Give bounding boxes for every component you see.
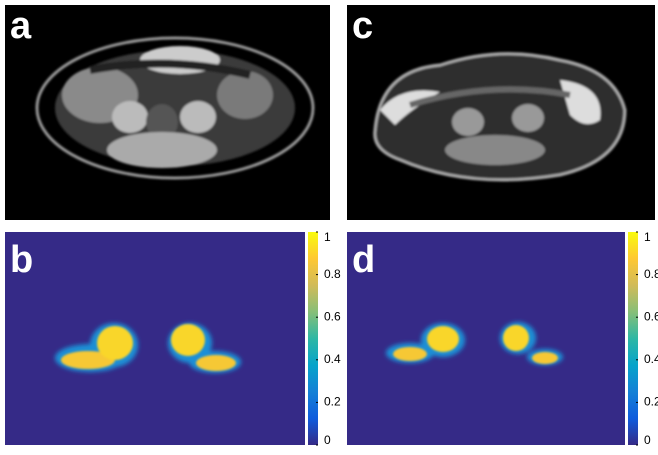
panel-label: a [10, 5, 32, 47]
colorbar-tick-label: 0.2 [644, 395, 658, 409]
colorbar-tick-label: 0.8 [644, 267, 658, 281]
colorbar-tick-label: 0.4 [644, 352, 658, 366]
colorbar-tick-label: 0.2 [324, 395, 341, 409]
panel-label: d [352, 239, 375, 281]
colorbar-tick-label: 0.8 [324, 267, 341, 281]
mri-panel-c: c [347, 5, 655, 220]
mri-panel-a: a [5, 5, 330, 220]
map-panel-d: d 0 0.2 0.4 0.6 0.8 1 [347, 230, 658, 447]
colorbar [308, 232, 318, 445]
figure: a c b 00.20.40.60. [0, 0, 658, 455]
panel-label: c [352, 5, 373, 47]
panel-label: b [10, 239, 33, 281]
colorbar-tick-label: 0.6 [644, 309, 658, 323]
colorbar-tick-label: 0.4 [324, 352, 341, 366]
page: {"panels": [ {"label": "a"}, {"label": "… [0, 0, 658, 455]
map-panel-b: b 0 0.2 0.4 0.6 0.8 1 [5, 230, 341, 447]
colorbar-tick-label: 0 [324, 433, 331, 447]
colorbar-tick-label: 0 [644, 433, 651, 447]
colorbar-tick-label: 1 [644, 230, 651, 244]
colorbar-tick-label: 1 [324, 230, 331, 244]
colorbar-tick-label: 0.6 [324, 309, 341, 323]
colorbar [628, 232, 638, 445]
